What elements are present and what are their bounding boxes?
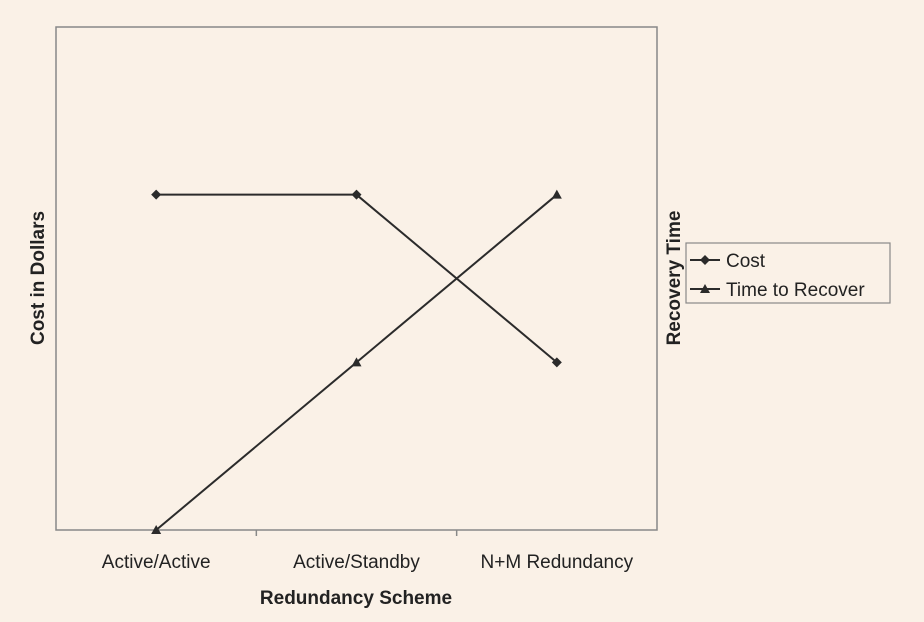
legend-box	[685, 242, 891, 304]
data-point-triangle	[551, 189, 562, 199]
x-tick-label: Active/Active	[102, 552, 211, 573]
data-point-diamond	[700, 255, 710, 265]
y-axis-title: Cost in Dollars	[28, 211, 49, 345]
x-tick-label: Active/Standby	[293, 552, 420, 573]
data-point-triangle	[351, 357, 362, 367]
data-point-triangle	[151, 525, 162, 534]
data-point-diamond	[351, 189, 362, 200]
legend: Cost Time to Recover	[685, 242, 891, 304]
x-axis-title: Redundancy Scheme	[260, 588, 452, 609]
data-point-diamond	[151, 189, 162, 200]
data-point-triangle	[700, 284, 710, 293]
legend-label: Time to Recover	[726, 280, 865, 301]
legend-label: Cost	[726, 251, 766, 272]
plot-area	[55, 26, 658, 531]
series-layer	[151, 189, 562, 534]
x-axis-tick-labels: Active/Active Active/Standby N+M Redundanc…	[102, 552, 634, 573]
series-line-cost	[156, 193, 558, 364]
x-axis-ticks	[255, 530, 458, 536]
data-point-diamond	[551, 357, 562, 368]
x-tick-label: N+M Redundancy	[481, 552, 634, 573]
y2-axis-title: Recovery Time	[664, 211, 685, 346]
